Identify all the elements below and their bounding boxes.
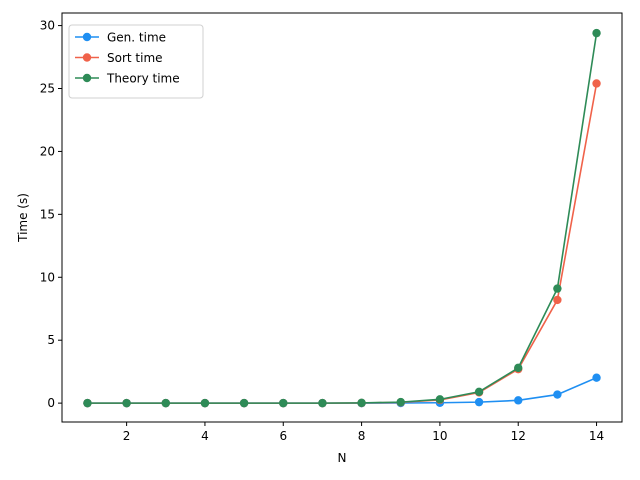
- legend-label: Theory time: [106, 72, 180, 86]
- x-tick-label: 2: [123, 429, 131, 443]
- legend: Gen. time Sort time Theory time: [68, 24, 204, 99]
- data-point: [279, 398, 288, 408]
- legend-label: Gen. time: [107, 31, 166, 45]
- x-tick-label: 12: [511, 429, 526, 443]
- y-tick-label: 30: [40, 19, 55, 33]
- data-point: [239, 398, 249, 408]
- x-axis-label: N: [338, 451, 347, 465]
- data-point: [553, 284, 562, 293]
- data-point: [553, 390, 562, 399]
- data-point: [514, 363, 523, 373]
- y-axis-label: Time (s): [16, 193, 30, 243]
- data-point: [592, 373, 601, 382]
- data-point: [592, 28, 601, 38]
- y-tick-label: 10: [40, 270, 55, 284]
- y-tick-label: 25: [40, 82, 55, 96]
- data-point: [396, 397, 405, 407]
- data-point: [122, 398, 131, 408]
- x-tick-label: 6: [279, 429, 287, 443]
- data-point: [474, 397, 484, 407]
- y-axis-ticks: 0 5 10 15 20 25 30: [40, 19, 62, 410]
- legend-label: Sort time: [107, 51, 163, 65]
- y-tick-label: 0: [47, 396, 55, 410]
- data-point: [592, 79, 601, 88]
- legend-marker: [82, 53, 92, 62]
- plot-frame: [61, 12, 623, 423]
- series-layer: [83, 28, 601, 408]
- legend-marker: [82, 32, 92, 42]
- data-point: [200, 398, 210, 408]
- x-tick-label: 10: [432, 429, 447, 443]
- legend-box: [68, 24, 204, 99]
- y-tick-label: 5: [47, 333, 55, 347]
- y-tick-label: 15: [40, 207, 55, 221]
- data-point: [474, 387, 484, 396]
- data-point: [318, 398, 327, 408]
- x-tick-label: 14: [589, 429, 604, 443]
- y-tick-label: 20: [40, 144, 55, 158]
- series-line-3: [87, 33, 598, 404]
- x-axis-ticks: 2 4 6 8 10 12 14: [123, 422, 604, 443]
- x-tick-label: 8: [358, 429, 366, 443]
- data-point: [357, 398, 366, 408]
- data-point: [161, 398, 170, 408]
- data-point: [553, 295, 562, 305]
- data-point: [514, 396, 523, 405]
- x-tick-label: 4: [201, 429, 209, 443]
- data-point: [435, 395, 445, 404]
- data-point: [83, 398, 92, 408]
- legend-marker: [82, 73, 92, 83]
